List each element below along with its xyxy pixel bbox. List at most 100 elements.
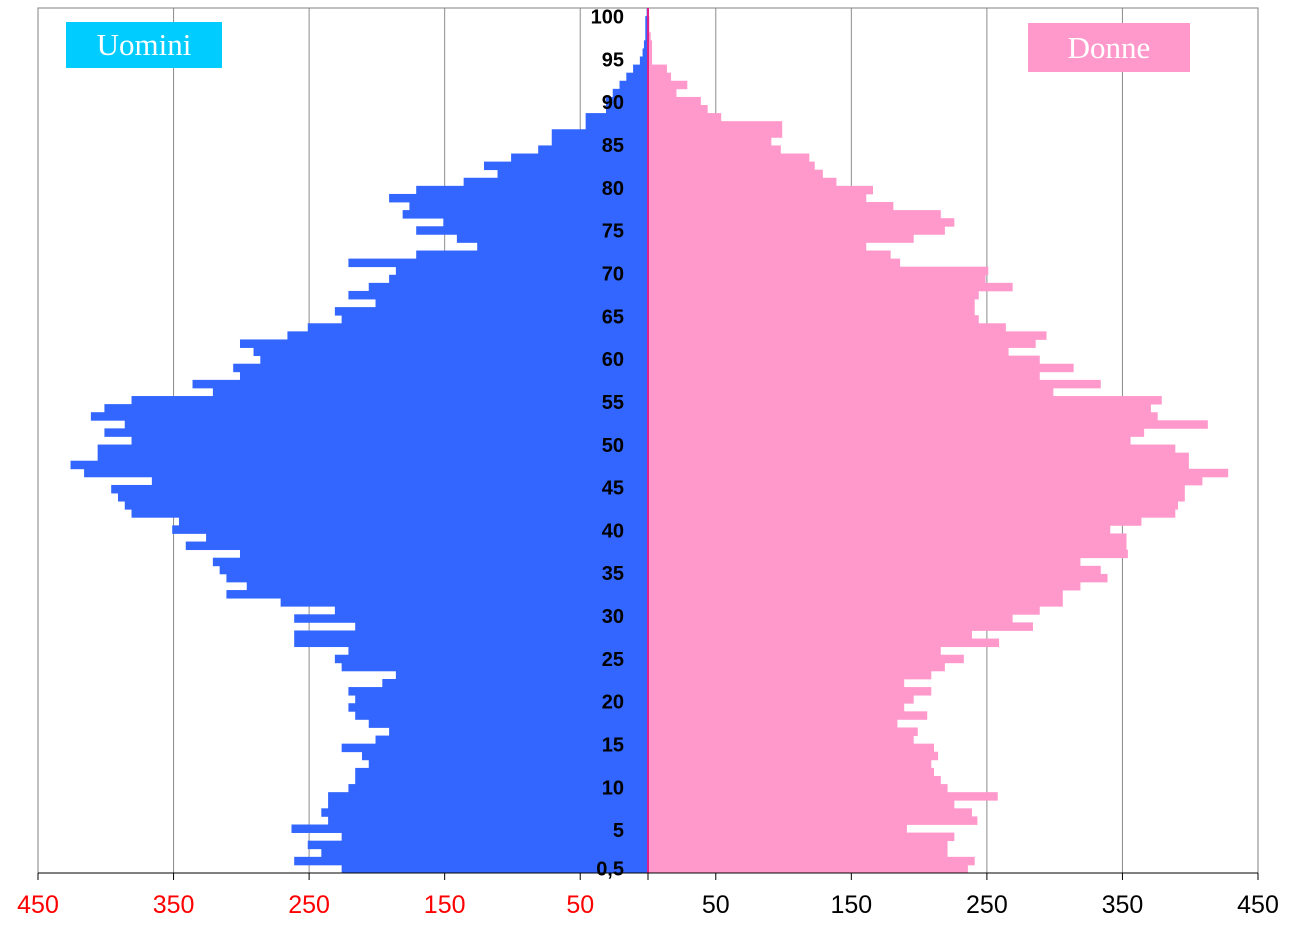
female-bar (648, 40, 653, 49)
male-bar (131, 436, 649, 445)
male-bar (645, 24, 648, 33)
female-bar (648, 525, 1111, 534)
female-bar (648, 703, 905, 712)
male-bar (328, 792, 648, 801)
male-bar (368, 282, 648, 292)
male-bar (368, 719, 648, 728)
x-tick-label-right: 250 (966, 891, 1008, 919)
male-bar (463, 177, 648, 187)
female-bar (648, 468, 1229, 478)
x-tick-label-right: 50 (702, 891, 730, 919)
female-bar (648, 387, 1054, 397)
female-bar (648, 339, 1036, 348)
female-bar (648, 557, 1081, 567)
male-bar (253, 347, 649, 357)
male-bar (497, 169, 648, 179)
female-bar (648, 274, 986, 284)
female-bar (648, 444, 1176, 454)
female-bar (648, 840, 948, 850)
male-bar (605, 96, 648, 106)
male-bar (124, 420, 648, 429)
male-bar (70, 460, 649, 470)
legend-male-label: Uomini (66, 22, 222, 68)
male-bar (626, 72, 648, 82)
male-bar (456, 234, 648, 243)
x-tick-label-right: 350 (1102, 891, 1144, 919)
female-bar (648, 493, 1185, 502)
age-tick-label: 95 (602, 49, 624, 71)
female-bar (648, 161, 815, 171)
male-bar (639, 56, 648, 65)
male-bar (382, 678, 648, 688)
x-tick-label-left: 250 (288, 891, 330, 919)
male-bar (619, 80, 648, 90)
male-bar (395, 266, 648, 276)
male-bar (307, 840, 648, 850)
female-bar (648, 32, 651, 41)
male-bar (334, 654, 648, 664)
female-bar (648, 282, 1013, 292)
male-bar (355, 767, 648, 777)
age-tick-label: 15 (602, 735, 624, 757)
male-bar (260, 355, 648, 365)
age-tick-label: 5 (613, 820, 624, 842)
male-bar (643, 40, 648, 49)
female-bar (648, 88, 677, 98)
male-bar (124, 501, 648, 510)
male-bar (117, 493, 648, 502)
age-tick-label: 85 (602, 135, 624, 157)
male-bar (294, 630, 648, 639)
female-bar (648, 420, 1208, 429)
female-bar (648, 549, 1128, 559)
male-bar (395, 670, 648, 680)
female-bar (648, 711, 928, 720)
male-bar (375, 299, 648, 308)
female-bar (648, 719, 898, 728)
female-bar (648, 565, 1101, 575)
female-bar (648, 452, 1189, 462)
male-bar (321, 848, 648, 858)
female-bar (648, 266, 989, 276)
male-bar (104, 404, 648, 413)
age-tick-label: 30 (602, 606, 624, 628)
male-bar (131, 509, 649, 518)
female-bar (648, 72, 672, 82)
male-bar (239, 371, 648, 381)
female-bar (648, 630, 972, 639)
female-bar (648, 331, 1047, 340)
male-bar (239, 339, 648, 348)
male-bar (192, 379, 649, 389)
male-bar (443, 218, 648, 227)
age-tick-label: 80 (602, 178, 624, 200)
age-axis-labels: 0,5 5 10 15 20 25 30 35 40 45 50 55 60 65 70 75 80 85 90 95… (591, 7, 624, 881)
female-bar (648, 202, 894, 211)
female-bar (648, 56, 653, 65)
male-bar (341, 864, 648, 874)
male-bar (645, 32, 648, 41)
age-tick-label: 60 (602, 349, 624, 371)
male-bar (477, 242, 648, 251)
male-bar (348, 290, 648, 300)
male-bar (341, 662, 648, 672)
male-bar (483, 161, 648, 171)
female-bar (648, 614, 1013, 623)
male-bar (294, 856, 648, 866)
female-bar (648, 727, 918, 736)
female-bar (648, 573, 1108, 583)
age-tick-label: 10 (602, 777, 624, 799)
female-bar (648, 363, 1074, 373)
x-tick-label-right: 150 (830, 891, 872, 919)
female-bar (648, 864, 968, 874)
female-bar (648, 210, 941, 219)
male-bar (280, 598, 648, 607)
female-bar (648, 759, 932, 769)
female-bar (648, 662, 945, 672)
female-bar (648, 751, 939, 761)
female-bar (648, 412, 1158, 421)
male-bar (294, 614, 648, 623)
female-bar (648, 517, 1142, 526)
female-bar (648, 177, 837, 187)
male-bar (341, 832, 648, 842)
male-bar (416, 250, 648, 260)
